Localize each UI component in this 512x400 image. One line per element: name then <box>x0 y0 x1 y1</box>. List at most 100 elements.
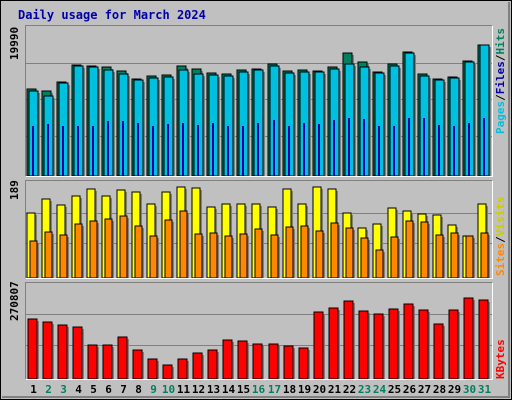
kbytes-bar <box>27 318 38 379</box>
day-label: 12 <box>191 383 206 396</box>
kbytes-bar <box>102 344 113 379</box>
files-bar <box>62 126 64 176</box>
files-bar <box>92 126 94 176</box>
sites-bar <box>435 234 444 278</box>
day-label: 16 <box>251 383 266 396</box>
hits-files-pages-panel <box>25 25 493 177</box>
kbytes-bar <box>132 349 143 379</box>
day-label: 30 <box>462 383 477 396</box>
kbytes-bar <box>463 297 474 379</box>
files-bar <box>363 119 365 176</box>
legend-pages: Pages <box>494 100 507 134</box>
sites-bar <box>239 233 248 278</box>
day-label: 1 <box>30 383 37 396</box>
kbytes-bar <box>237 340 248 379</box>
day-label: 15 <box>236 383 251 396</box>
kbytes-bar <box>313 311 324 379</box>
files-bar <box>137 123 139 176</box>
files-bar <box>453 126 455 176</box>
kbytes-bar <box>268 343 279 379</box>
day-label: 26 <box>402 383 417 396</box>
sites-bar <box>375 249 384 278</box>
kbytes-bar <box>252 343 263 379</box>
hits-files-pages-chart <box>26 44 492 176</box>
sites-bar <box>360 237 369 278</box>
kbytes-bar <box>117 336 128 379</box>
files-bar <box>152 126 154 176</box>
files-bar <box>227 126 229 176</box>
sites-bar <box>300 225 309 278</box>
kbytes-bar <box>478 299 489 379</box>
kbytes-bar <box>388 308 399 379</box>
legend-visits: Visits <box>494 196 507 237</box>
hits-ymax-label: 19990 <box>8 26 21 60</box>
day-label: 21 <box>327 383 342 396</box>
sites-bar <box>270 234 279 278</box>
files-bar <box>167 124 169 176</box>
day-label: 25 <box>387 383 402 396</box>
files-bar <box>378 126 380 176</box>
chart-title: Daily usage for March 2024 <box>18 8 206 22</box>
files-bar <box>197 125 199 176</box>
sites-bar <box>164 219 173 278</box>
legend-pages-files-hits: Pages/Files/Hits <box>494 28 507 134</box>
visits-bar <box>191 187 201 278</box>
kbytes-bar <box>343 300 354 379</box>
kbytes-bar <box>162 364 173 379</box>
kbytes-bar <box>448 309 459 379</box>
files-bar <box>107 121 109 176</box>
day-label: 19 <box>297 383 312 396</box>
day-label: 9 <box>150 383 157 396</box>
kbytes-bar <box>418 309 429 379</box>
day-label: 23 <box>357 383 372 396</box>
sites-bar <box>254 228 263 278</box>
legend-sites: Sites <box>494 242 507 276</box>
legend-files: Files <box>494 61 507 95</box>
pages-bar <box>404 52 415 176</box>
kbytes-ymax-label: 270807 <box>8 281 21 321</box>
files-bar <box>122 121 124 176</box>
files-bar <box>468 123 470 176</box>
sites-bar <box>315 230 324 278</box>
pages-bar <box>238 71 249 176</box>
kbytes-bar <box>222 339 233 379</box>
files-bar <box>77 126 79 176</box>
sites-bar <box>405 220 414 278</box>
kbytes-bar <box>328 307 339 379</box>
day-label: 18 <box>282 383 297 396</box>
sites-bar <box>224 235 233 278</box>
day-label: 22 <box>342 383 357 396</box>
files-bar <box>408 118 410 176</box>
day-label: 14 <box>221 383 236 396</box>
kbytes-bar <box>207 349 218 379</box>
kbytes-bar <box>72 326 83 379</box>
frame-shadow-bottom <box>2 396 510 398</box>
files-bar <box>423 118 425 176</box>
sites-bar <box>345 227 354 278</box>
day-label: 31 <box>477 383 492 396</box>
legend-sep: / <box>494 236 507 243</box>
files-bar <box>348 118 350 176</box>
sites-bar <box>194 233 203 278</box>
sites-bar <box>119 215 128 278</box>
files-bar <box>318 124 320 176</box>
pages-bar <box>464 61 475 176</box>
sites-bar <box>44 231 53 278</box>
legend-kbytes-wrap: KBytes <box>494 339 507 379</box>
day-label: 2 <box>45 383 52 396</box>
sites-bar <box>74 223 83 278</box>
legend-hits: Hits <box>494 28 507 55</box>
frame-shadow-right <box>508 2 510 398</box>
files-bar <box>273 120 275 176</box>
day-label: 13 <box>206 383 221 396</box>
sites-bar <box>149 235 158 278</box>
day-label: 4 <box>75 383 82 396</box>
files-bar <box>333 120 335 176</box>
sites-bar <box>480 232 489 278</box>
files-bar <box>393 126 395 176</box>
day-label: 11 <box>176 383 191 396</box>
kbytes-bar <box>283 345 294 379</box>
day-label: 27 <box>417 383 432 396</box>
kbytes-panel <box>25 282 493 380</box>
kbytes-bar <box>147 358 158 379</box>
